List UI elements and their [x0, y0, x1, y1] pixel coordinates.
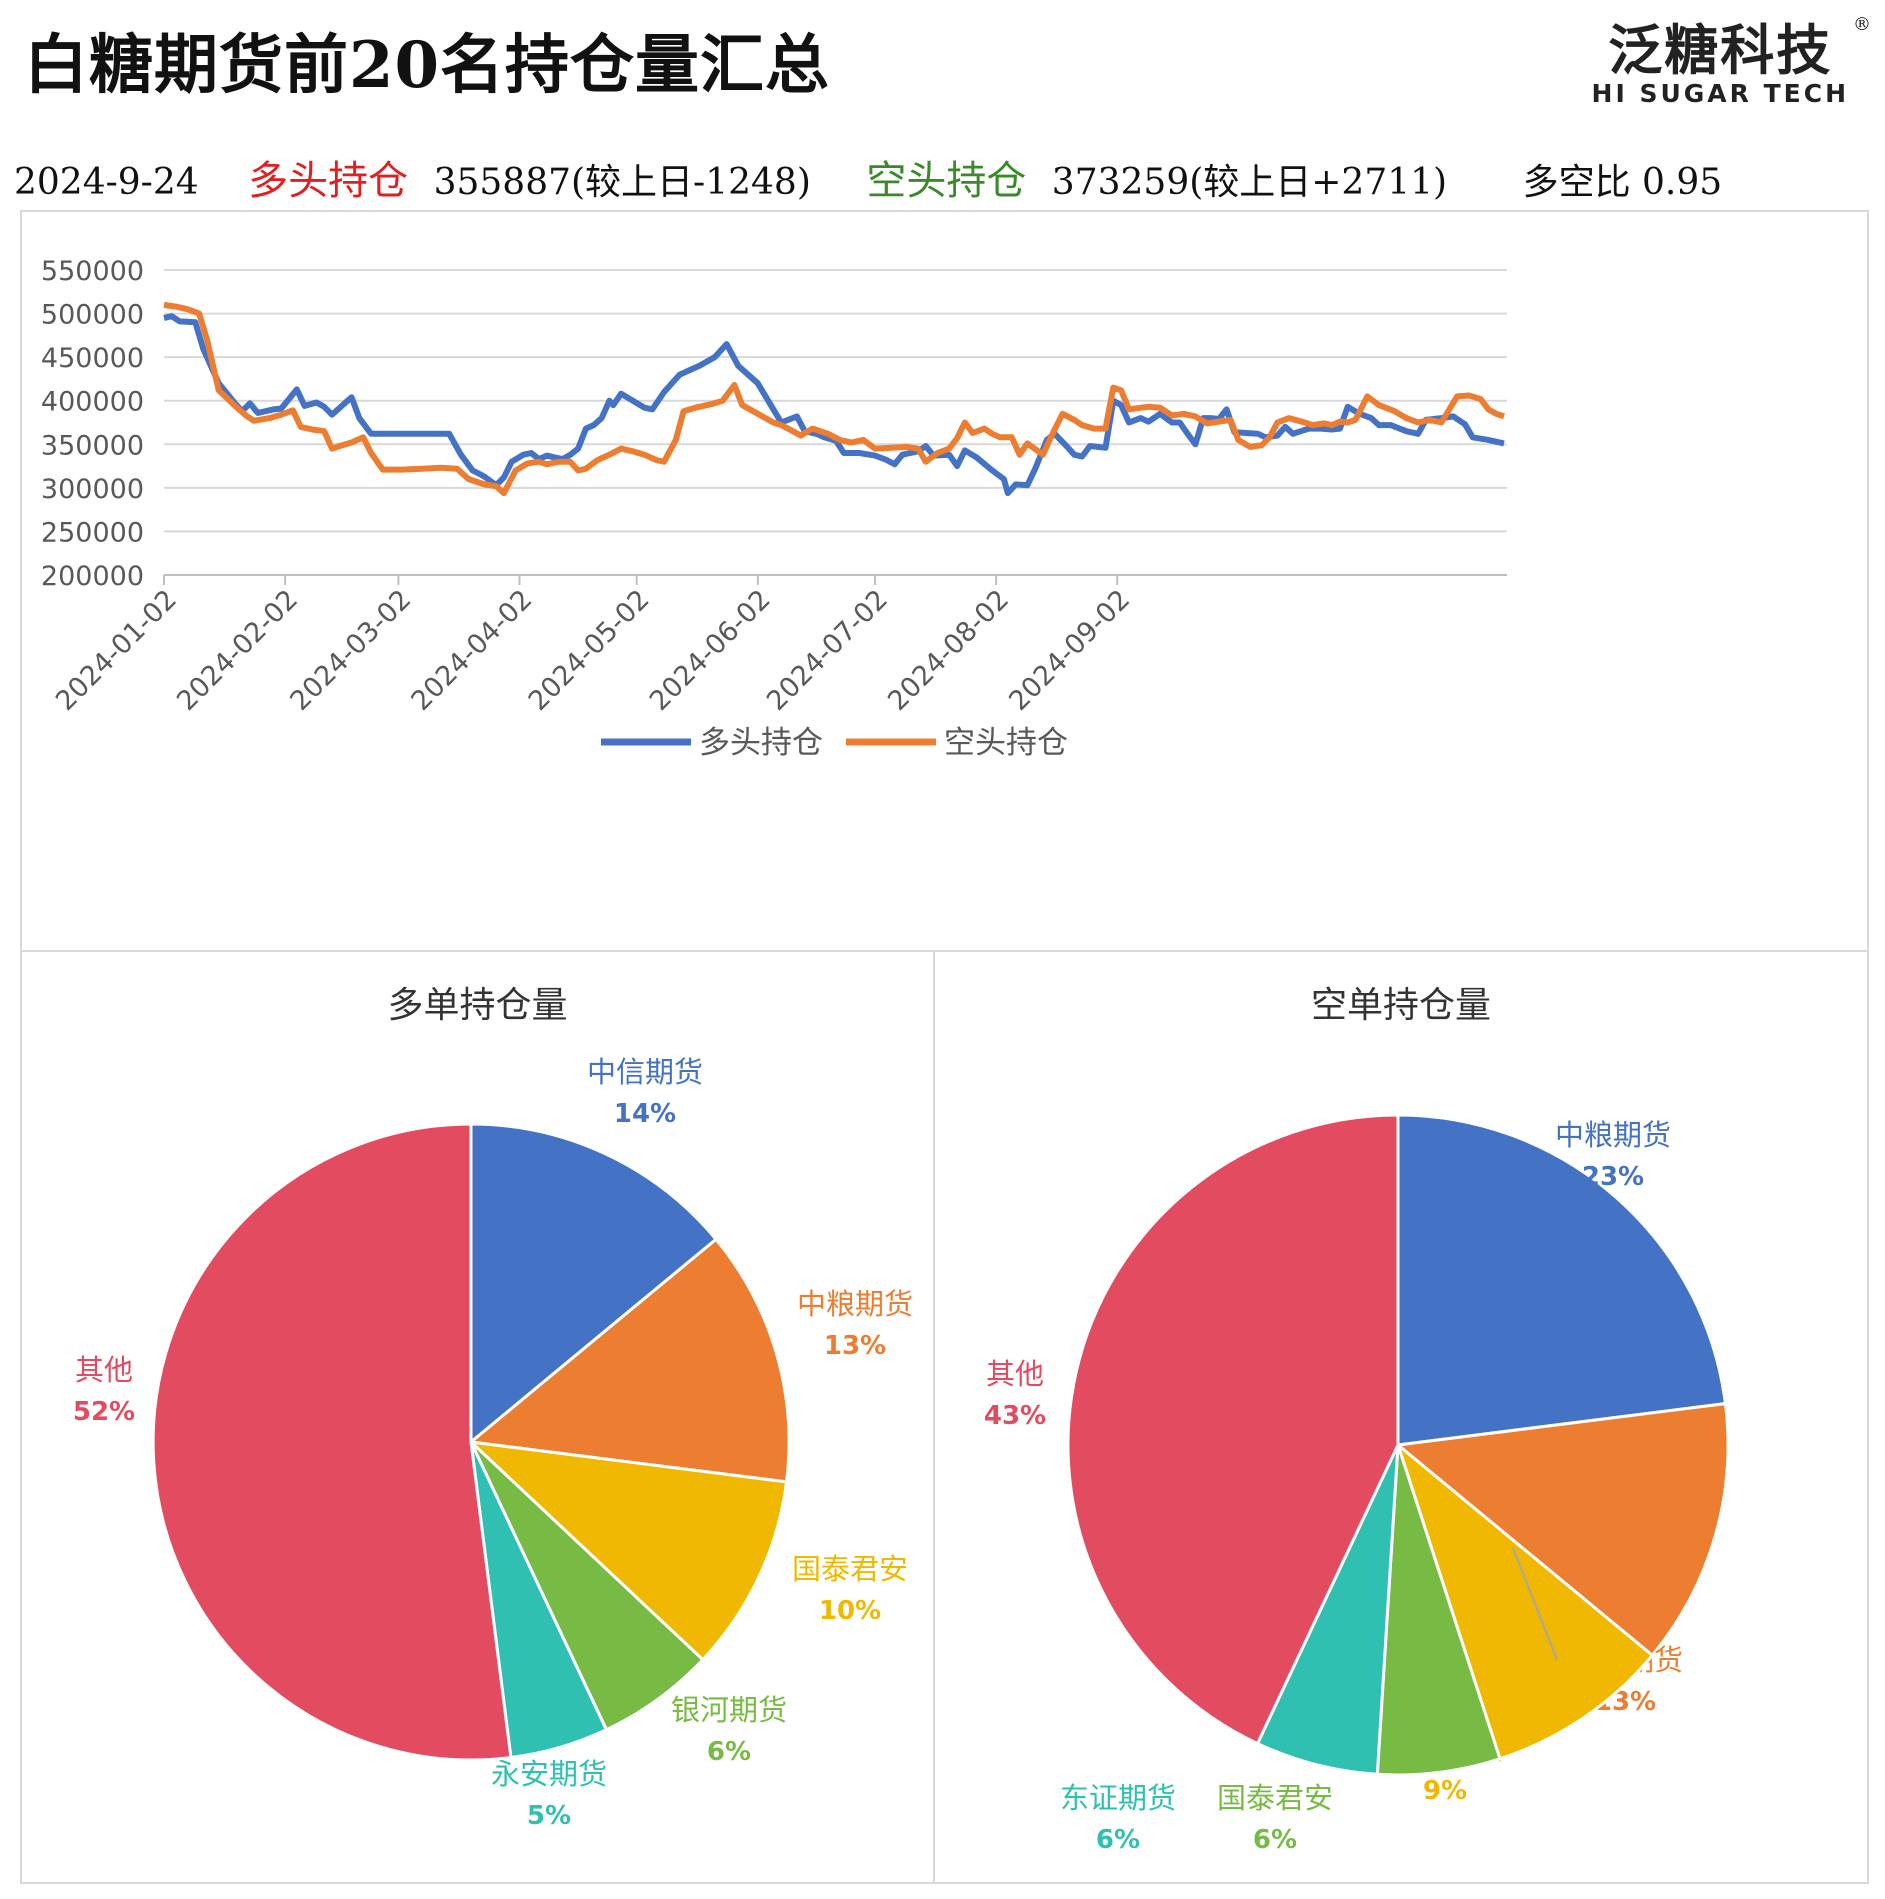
x-tick-label: 2024-08-02 — [882, 584, 1015, 717]
y-tick-label: 500000 — [41, 300, 144, 331]
slice-percent: 43% — [984, 1401, 1046, 1431]
pie-slice — [469, 1122, 719, 1446]
x-tick-label: 2024-06-02 — [644, 584, 777, 717]
y-tick-label: 450000 — [41, 343, 144, 374]
pie-slice — [1375, 1444, 1502, 1777]
y-tick-label: 250000 — [41, 517, 144, 548]
short-position-value: 373259(较上日+2711) — [1051, 162, 1448, 203]
slice-percent: 14% — [614, 1099, 676, 1129]
slice-label: 国泰君安 — [792, 1552, 908, 1586]
slice-label: 银河期货 — [671, 1693, 787, 1727]
legend-label: 多头持仓 — [699, 725, 823, 761]
series-line-long — [163, 313, 1505, 497]
x-tick-label: 2024-03-02 — [284, 584, 417, 717]
slice-percent: 5% — [527, 1801, 571, 1831]
leader-line — [1512, 1547, 1558, 1661]
pie-slice — [1066, 1113, 1400, 1746]
page-title: 白糖期货前20名持仓量汇总 — [24, 28, 831, 103]
x-tick-label: 2024-02-02 — [171, 584, 304, 717]
brand-name-en: HI SUGAR TECH — [1591, 79, 1849, 108]
x-tick-label: 2024-09-02 — [1003, 584, 1136, 717]
long-pie-title: 多单持仓量 — [387, 985, 568, 1026]
pie-slice — [1396, 1113, 1728, 1447]
slice-label: 中信期货 — [587, 1055, 703, 1089]
slice-label: 中粮期货 — [797, 1287, 913, 1321]
x-tick-label: 2024-07-02 — [761, 584, 894, 717]
short-pie-panel: 空单持仓量 中粮期货23%中信期货13%银河期货9%国泰君安6%东证期货6%其他… — [933, 950, 1869, 1884]
long-short-ratio: 多空比 0.95 — [1522, 162, 1723, 203]
slice-percent: 9% — [1423, 1776, 1467, 1806]
y-tick-label: 200000 — [41, 561, 144, 592]
short-position-label: 空头持仓 — [866, 158, 1027, 204]
pie-slice — [1394, 1440, 1655, 1761]
registered-mark: ® — [1853, 14, 1871, 35]
pie-slice — [469, 1440, 705, 1732]
slice-label: 国泰君安 — [1217, 1781, 1333, 1815]
slice-label: 东证期货 — [1060, 1781, 1176, 1815]
series-line-short — [163, 301, 1505, 497]
slice-percent: 6% — [1096, 1825, 1140, 1855]
long-position-label: 多头持仓 — [248, 158, 409, 204]
brand-logo: 泛糖科技 HI SUGAR TECH ® — [1591, 14, 1871, 108]
slice-percent: 6% — [707, 1737, 751, 1767]
x-tick-label: 2024-05-02 — [523, 584, 656, 717]
x-tick-label: 2024-04-02 — [406, 584, 539, 717]
y-tick-label: 550000 — [41, 256, 144, 287]
slice-label: 其他 — [986, 1357, 1044, 1391]
y-tick-label: 400000 — [41, 387, 144, 418]
long-pie-chart: 中信期货 14% 中粮期货 13% 国泰君安 10% 银河期货 6% 永安期货 5% 其他 52% — [73, 1055, 913, 1831]
slice-percent: 6% — [1253, 1825, 1297, 1855]
slice-label: 永安期货 — [491, 1757, 607, 1791]
x-tick-label: 2024-01-02 — [50, 584, 183, 717]
legend-label: 空头持仓 — [944, 725, 1068, 761]
long-position-value: 355887(较上日-1248) — [433, 162, 811, 203]
y-tick-label: 300000 — [41, 474, 144, 505]
y-tick-label: 350000 — [41, 430, 144, 461]
slice-percent: 52% — [73, 1397, 135, 1427]
slice-percent: 13% — [824, 1331, 886, 1361]
pie-slice — [467, 1237, 791, 1484]
slice-label: 中粮期货 — [1555, 1118, 1671, 1152]
line-chart-panel: 200000 250000 300000 350000 400000 450000 5000… — [20, 210, 1869, 952]
pie-slice — [1255, 1444, 1400, 1776]
summary-date: 2024-9-24 — [14, 162, 199, 203]
slice-percent: 23% — [1582, 1162, 1644, 1192]
short-pie-title: 空单持仓量 — [1310, 985, 1491, 1026]
pie-slice — [151, 1122, 513, 1762]
summary-line: 2024-9-24 多头持仓 355887(较上日-1248) 空头持仓 373… — [14, 148, 1736, 206]
pie-slice — [1394, 1401, 1730, 1658]
pie-slice — [466, 1439, 789, 1662]
slice-percent: 10% — [819, 1596, 881, 1626]
long-pie-panel: 多单持仓量 中信期货 14% 中粮期货 13% 国泰君安 10% 银河期货 6% 永安期货 5% 其… — [20, 950, 935, 1884]
brand-name-cn: 泛糖科技 — [1608, 19, 1833, 82]
slice-label: 其他 — [75, 1353, 133, 1387]
line-chart: 200000 250000 300000 350000 400000 450000 5000… — [41, 256, 1507, 761]
